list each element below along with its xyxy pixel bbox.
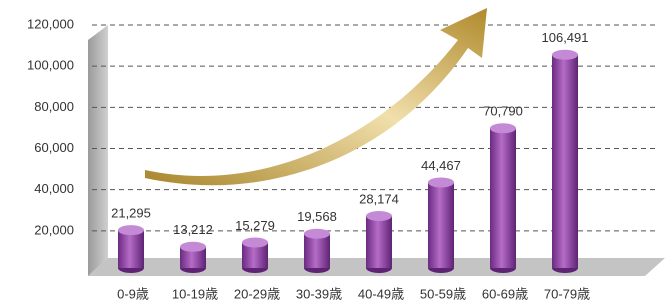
bar (304, 234, 330, 268)
value-label: 70,790 (483, 104, 523, 119)
x-tick-label: 0-9歳 (117, 286, 149, 301)
bar (428, 182, 454, 268)
value-label: 19,568 (297, 209, 337, 224)
bar-top (428, 177, 454, 187)
x-tick-label: 10-19歳 (172, 286, 218, 301)
x-tick-label: 20-29歳 (234, 286, 280, 301)
bar (490, 128, 516, 268)
chart: 21,295 13,212 15,279 19,568 28,174 44,467 70,7… (0, 0, 665, 304)
x-tick-label: 50-59歳 (420, 286, 466, 301)
bar (366, 216, 392, 268)
value-label: 106,491 (542, 30, 589, 45)
x-tick-label: 40-49歳 (358, 286, 404, 301)
y-tick-label: 80,000 (34, 99, 74, 114)
y-tick-label: 100,000 (27, 58, 74, 73)
y-tick-label: 40,000 (34, 181, 74, 196)
x-tick-label: 30-39歳 (296, 286, 342, 301)
chart-wall (88, 25, 108, 276)
bar-top (242, 238, 268, 248)
bar-top (552, 50, 578, 60)
bar (118, 230, 144, 268)
bar-top (490, 123, 516, 133)
bar-top (180, 242, 206, 252)
x-tick-label: 70-79歳 (544, 286, 590, 301)
bar-top (118, 225, 144, 235)
value-label: 13,212 (173, 222, 213, 237)
y-tick-label: 20,000 (34, 222, 74, 237)
value-label: 21,295 (111, 206, 151, 221)
page: 21,295 13,212 15,279 19,568 28,174 44,467 70,7… (0, 0, 665, 304)
y-tick-label: 120,000 (27, 16, 74, 31)
value-label: 44,467 (421, 158, 461, 173)
value-label: 28,174 (359, 191, 399, 206)
bar (552, 55, 578, 268)
y-tick-label: 60,000 (34, 140, 74, 155)
bar-top (366, 211, 392, 221)
bar-top (304, 229, 330, 239)
x-tick-label: 60-69歳 (482, 286, 528, 301)
value-label: 15,279 (235, 218, 275, 233)
